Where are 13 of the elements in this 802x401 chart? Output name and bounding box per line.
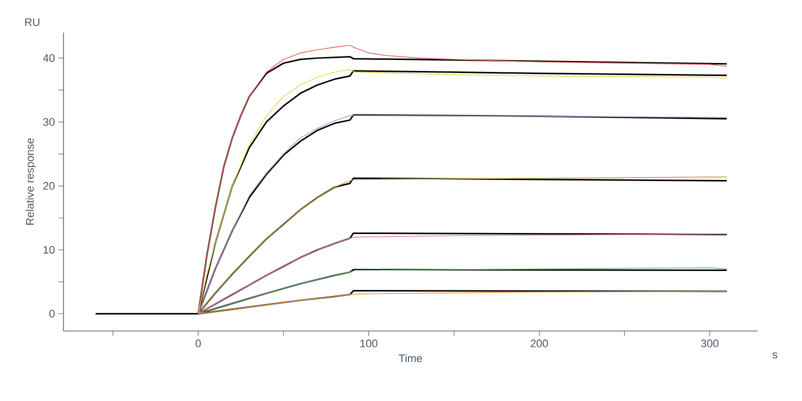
y-tick-label: 0 [49,310,55,318]
y-tick-label: 20 [43,182,55,190]
x-tick-label: 100 [360,340,378,348]
y-tick-label: 10 [44,246,55,254]
text: RU [25,18,40,26]
x-axis-title: Time [398,354,422,362]
text: s [772,352,778,358]
x-tick-label: 200 [530,340,548,348]
y-tick-label: 30 [43,118,55,126]
y-tick-label: 40 [43,54,55,62]
x-tick-label: 0 [196,340,201,348]
x-tick-label: 300 [701,340,718,348]
y-axis-title: Relative response [26,138,36,225]
